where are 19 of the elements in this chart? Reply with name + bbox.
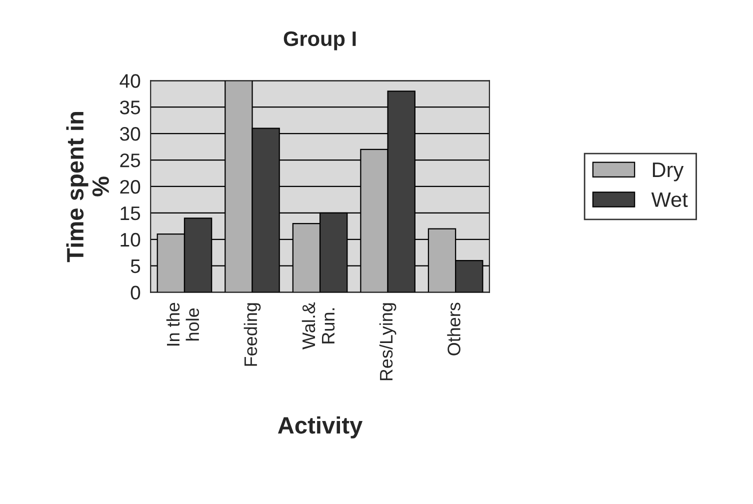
x-tick-label: Wal.& Run. [302,302,335,350]
x-tick-label: Others [447,302,460,356]
y-tick-label: 0 [130,286,140,300]
y-tick-label: 35 [120,100,140,114]
y-tick-label: 40 [120,74,140,88]
y-tick-label: 5 [130,260,140,274]
x-tick-label: Feeding [244,303,261,366]
chart-title: Group I [284,31,356,50]
y-tick-label: 10 [120,232,140,247]
x-axis-title: Activity [278,416,363,438]
y-tick-label: 30 [120,127,140,141]
x-tick-label: Res/Lying [379,303,396,380]
y-axis-title: Time spent in % [66,112,109,262]
y-tick-label: 15 [120,206,140,220]
x-tick-label: In the hole [166,302,200,346]
y-tick-label: 25 [120,153,140,168]
y-tick-label: 20 [120,180,140,194]
legend-label: Dry [652,162,684,182]
legend-label: Wet [651,192,688,207]
